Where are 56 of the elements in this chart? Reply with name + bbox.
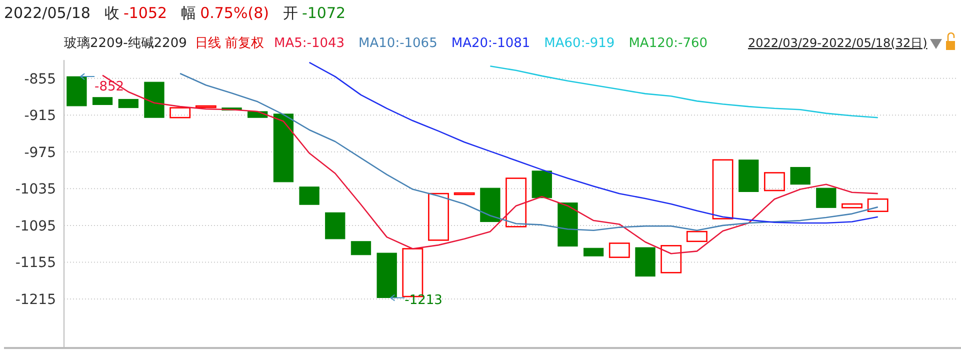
candlestick	[686, 230, 708, 242]
candlestick	[376, 252, 397, 298]
y-tick-label: -915	[24, 108, 56, 124]
y-tick-label: -1155	[15, 255, 56, 272]
chart-title: 2022/05/18	[4, 4, 90, 22]
y-tick-label: -1095	[15, 218, 56, 234]
candlestick	[558, 202, 578, 247]
text: 0.75%(8)	[200, 4, 269, 22]
candlestick	[790, 166, 810, 185]
candlestick	[66, 76, 87, 106]
candlestick	[532, 170, 552, 198]
candlestick	[764, 172, 785, 192]
legend-label: MA120:-760	[628, 36, 708, 51]
text: MA10:-1065	[358, 36, 438, 51]
annotation: -1213	[404, 292, 442, 308]
text: 幅	[181, 4, 196, 22]
candlestick	[842, 203, 862, 208]
text: 2022/03/29-2022/05/18(32日)	[748, 36, 928, 50]
candlestick	[660, 245, 682, 274]
line-series	[490, 65, 879, 118]
candlestick	[299, 186, 320, 205]
annotation: -852	[94, 80, 124, 95]
text: -1072	[302, 4, 346, 22]
y-tick-label: -855	[24, 71, 56, 88]
candlestick	[712, 159, 734, 220]
y-tick-label: -1215	[15, 292, 56, 308]
candlestick	[325, 212, 346, 240]
text: MA20:-1081	[451, 36, 530, 51]
series-label: MA60:-919	[544, 36, 615, 51]
text: 收	[104, 4, 120, 22]
line-series	[179, 72, 879, 231]
candlestick	[118, 98, 138, 108]
candlestick	[170, 107, 191, 118]
candlestick	[350, 241, 372, 256]
text: MA5:-1043	[274, 36, 345, 51]
candlestick	[480, 188, 500, 222]
candlestick	[454, 192, 475, 196]
candlestick	[506, 178, 527, 228]
candlestick	[144, 82, 164, 118]
candlestick	[195, 105, 216, 108]
y-tick-label: -975	[24, 144, 56, 161]
y-tick-label: -1035	[15, 182, 56, 198]
text: 日线 前复权	[194, 36, 264, 51]
candlestick	[92, 97, 113, 105]
text: 开	[282, 4, 298, 22]
chart-subtitle: 玻璃2209-纯碱2209	[64, 36, 187, 51]
candlestick	[273, 114, 294, 182]
candlestick	[428, 192, 449, 241]
candlestick	[635, 247, 656, 277]
candlestick	[738, 160, 759, 192]
text: -1052	[123, 4, 168, 22]
line-series	[308, 62, 879, 224]
candlestick	[608, 242, 630, 258]
candlestick	[816, 188, 836, 208]
candlestick	[584, 248, 604, 256]
candlestick	[867, 198, 888, 212]
